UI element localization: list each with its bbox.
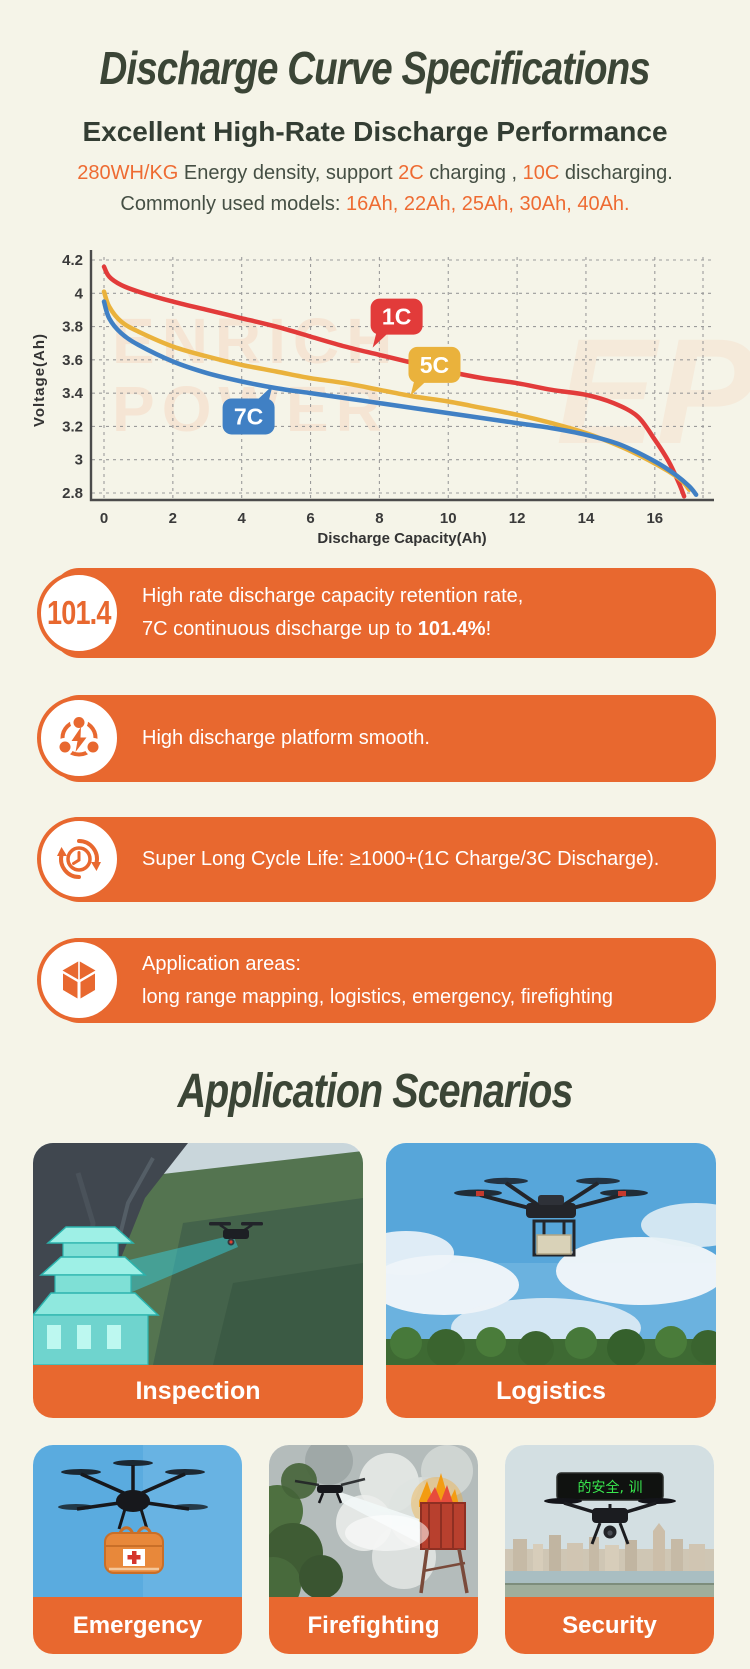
security-drone (544, 1498, 676, 1545)
svg-text:4: 4 (238, 510, 247, 527)
led-sign-text: 的安全, 训 (578, 1479, 643, 1496)
scenario-card-inspection: Inspection (33, 1143, 363, 1418)
scenario-caption: Logistics (386, 1365, 716, 1418)
retention-rate-badge: 101.4 (37, 571, 121, 655)
emergency-drone (58, 1460, 208, 1530)
scenario-caption: Inspection (33, 1365, 363, 1418)
svg-text:2.8: 2.8 (62, 485, 83, 502)
feature-banner-background (53, 568, 716, 658)
y-axis-label: Voltage(Ah) (31, 333, 48, 427)
svg-text:3.6: 3.6 (62, 352, 83, 369)
svg-text:7C: 7C (234, 403, 263, 429)
application-box-icon (37, 938, 121, 1022)
feature-banner-retention: 101.4 High rate discharge capacity reten… (0, 568, 750, 658)
intro-line-2: Commonly used models: 16Ah, 22Ah, 25Ah, … (120, 193, 630, 215)
svg-text:4: 4 (75, 285, 84, 302)
svg-text:16: 16 (646, 510, 663, 527)
svg-text:5C: 5C (420, 352, 449, 378)
firefighting-drone (294, 1477, 366, 1504)
feature-banner-background (53, 817, 716, 902)
curve-7C (101, 299, 699, 497)
scenario-card-emergency: Emergency (33, 1445, 242, 1654)
scenario-card-logistics: Logistics (386, 1143, 716, 1418)
feature-banner-platform: High discharge platform smooth. (0, 695, 750, 782)
scenarios-title: Application Scenarios (177, 1063, 574, 1118)
svg-text:3.8: 3.8 (62, 319, 83, 336)
firefighting-photo (269, 1445, 478, 1597)
x-axis-label: Discharge Capacity(Ah) (317, 530, 486, 547)
feature-text-line: High rate discharge capacity retention r… (142, 585, 524, 607)
city-skyline (505, 1523, 714, 1573)
svg-text:8: 8 (375, 510, 383, 527)
scan-beam (125, 1235, 238, 1295)
security-photo: 的安全, 训 (505, 1445, 714, 1597)
emergency-photo (33, 1445, 242, 1597)
curve-label-7C: 7C (222, 385, 275, 435)
svg-text:2: 2 (169, 510, 177, 527)
feature-banner-background (53, 695, 716, 782)
page-title: Discharge Curve Specifications (99, 41, 651, 94)
feature-banner-background (53, 938, 716, 1023)
svg-text:4.2: 4.2 (62, 252, 83, 269)
svg-text:14: 14 (578, 510, 595, 527)
scenario-caption: Security (505, 1597, 714, 1654)
inspection-photo (33, 1143, 363, 1365)
svg-text:10: 10 (440, 510, 457, 527)
foliage (269, 1463, 343, 1597)
curve-label-1C: 1C (370, 298, 423, 348)
logistics-photo (386, 1143, 716, 1365)
logistics-drone (454, 1177, 648, 1257)
watermark-logo: EP (556, 307, 750, 475)
svg-text:3.4: 3.4 (62, 385, 84, 402)
scenario-caption: Firefighting (269, 1597, 478, 1654)
first-aid-bag (104, 1526, 164, 1574)
feature-text-line: long range mapping, logistics, emergency… (142, 985, 613, 1008)
temple-hologram (33, 1226, 160, 1365)
treeline (386, 1326, 716, 1365)
scenario-caption: Emergency (33, 1597, 242, 1654)
feature-text-line: High discharge platform smooth. (142, 727, 430, 749)
section-subtitle: Excellent High-Rate Discharge Performanc… (82, 116, 668, 147)
energy-network-icon (55, 714, 103, 757)
feature-text-line: Super Long Cycle Life: ≥1000+(1C Charge/… (142, 848, 660, 870)
svg-text:3.2: 3.2 (62, 418, 83, 435)
feature-text-line: Application areas: (142, 952, 301, 975)
cycle-life-icon (37, 817, 121, 901)
feature-text-line: 7C continuous discharge up to 101.4%! (142, 618, 492, 640)
retention-badge-value: 101.4 (47, 594, 111, 631)
feature-banner-cycle-life: Super Long Cycle Life: ≥1000+(1C Charge/… (0, 817, 750, 902)
intro-line-1: 280WH/KG Energy density, support 2C char… (77, 162, 673, 184)
cube-icon (62, 961, 96, 999)
svg-text:6: 6 (306, 510, 314, 527)
svg-text:1C: 1C (382, 304, 411, 330)
svg-text:3: 3 (75, 452, 83, 469)
discharge-platform-icon (37, 696, 121, 780)
intro-text: 280WH/KG Energy density, support 2C char… (0, 156, 750, 222)
inspection-drone (209, 1222, 263, 1246)
scenario-card-security: 的安全, 训 Security (505, 1445, 714, 1654)
clock-cycle-icon (57, 839, 101, 879)
led-sign: 的安全, 训 (556, 1472, 664, 1501)
scenario-card-firefighting: Firefighting (269, 1445, 478, 1654)
discharge-curve-chart: ENRICHPOWEREP4.243.83.63.43.232.80246810… (31, 250, 750, 547)
burning-tower (411, 1473, 469, 1594)
curve-label-5C: 5C (408, 346, 461, 396)
feature-banner-applications: Application areas: long range mapping, l… (0, 938, 750, 1023)
svg-text:0: 0 (100, 510, 108, 527)
svg-text:12: 12 (509, 510, 526, 527)
